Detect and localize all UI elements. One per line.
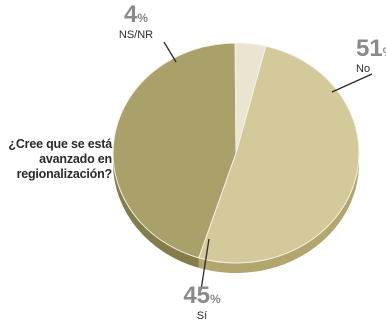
slice-label-si: 45% Sí (172, 282, 232, 322)
question-line-1: ¿Cree que se está (8, 137, 112, 151)
pie-side-s-0 (113, 153, 199, 268)
question-text: ¿Cree que se está avanzado en regionaliz… (4, 137, 112, 182)
pie-sides (113, 153, 359, 273)
pie-slice-s (112, 42, 237, 259)
pie-tops (112, 42, 360, 264)
slice-value-nsnr: 4% (123, 1, 149, 28)
question-line-2: avanzado en (39, 152, 112, 166)
slice-category-si: Sí (196, 310, 208, 322)
leader-line-nsnr (163, 41, 177, 63)
slice-value-si: 45% (183, 282, 221, 309)
slice-category-no: No (356, 63, 371, 75)
slice-label-nsnr: 4% NS/NR (106, 1, 166, 42)
slice-value-no: 51% (356, 35, 386, 62)
pie-slice-no (198, 45, 360, 264)
slice-label-no: 51% No (356, 35, 386, 76)
question-line-3: regionalización? (16, 167, 113, 181)
pie-side-no-0 (198, 153, 359, 273)
pie-slice-nsnr (234, 42, 267, 154)
leader-line-si (200, 238, 210, 291)
slice-category-nsnr: NS/NR (118, 29, 154, 41)
pie-leaders (163, 41, 373, 291)
leader-line-no (331, 73, 373, 93)
